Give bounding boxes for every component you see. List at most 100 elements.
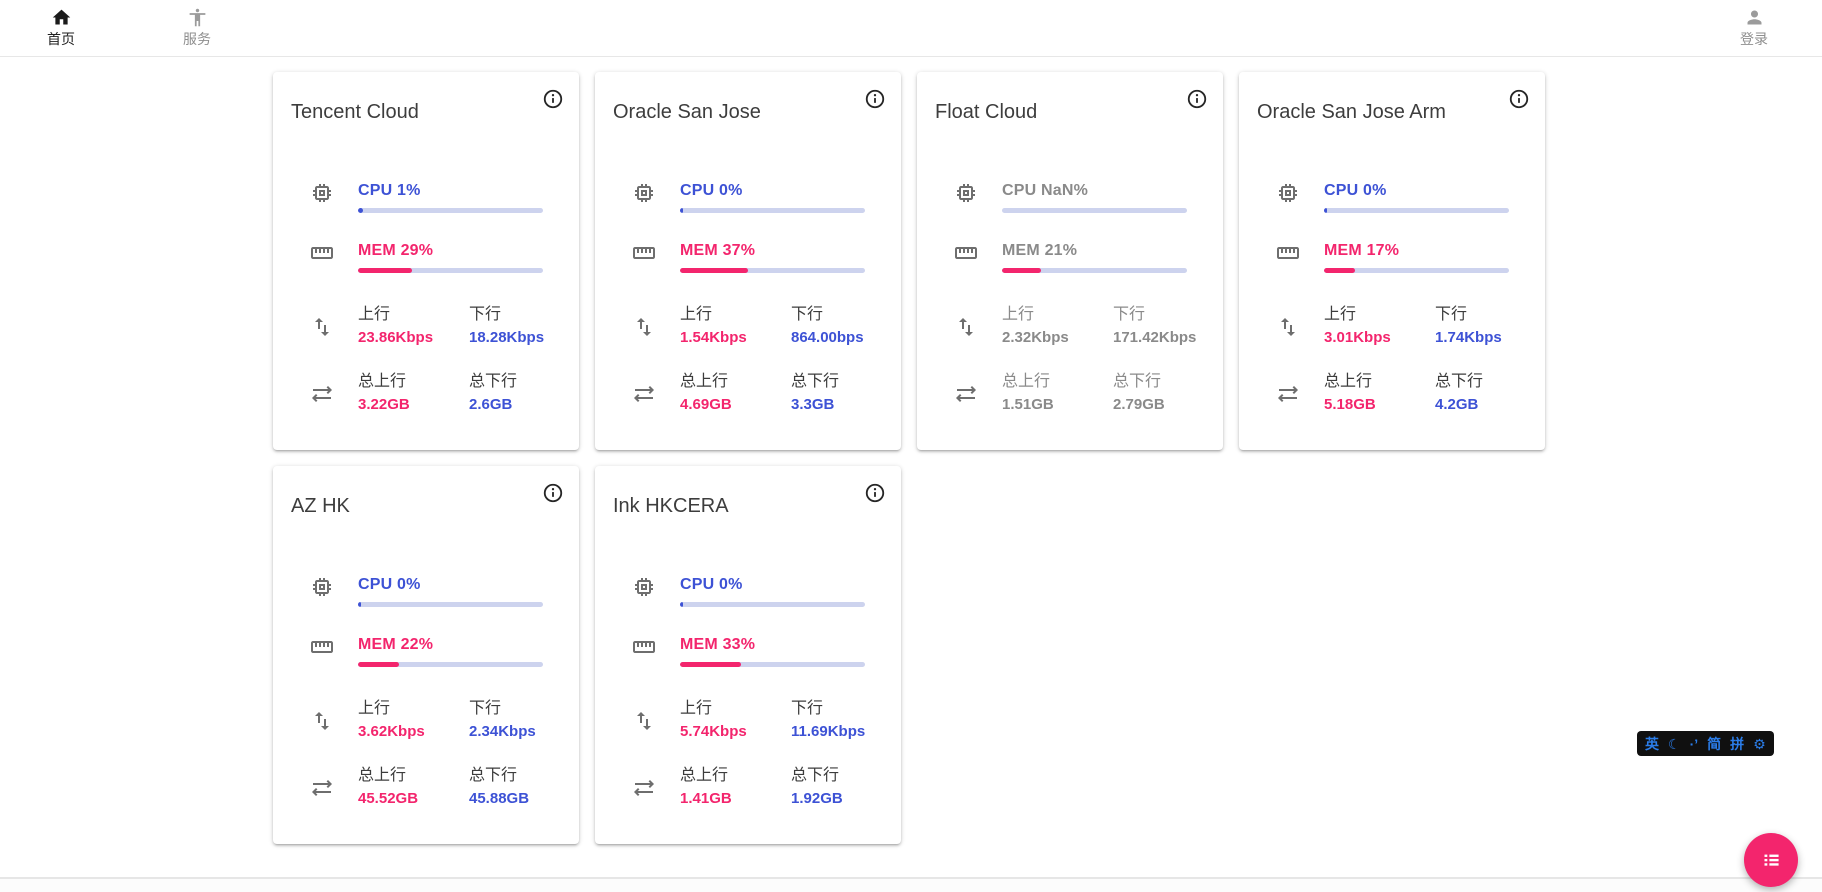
upload-speed-value: 3.62Kbps [358,723,425,740]
server-name: Oracle San Jose Arm [1257,101,1446,123]
download-speed-value: 18.28Kbps [469,329,545,346]
ime-toolbar: 英 ☾ ·’ 简拼 ⚙ [1637,731,1774,756]
download-label: 下行 [1113,306,1146,323]
download-speed-value: 864.00bps [791,329,864,346]
top-navbar: 首页 服务 登录 [0,0,1822,57]
mem-progress-bar [358,662,543,667]
server-metrics: CPU 1% MEM 29% 上行 [289,181,563,413]
info-icon [1186,89,1208,113]
speed-row: 上行 3.01Kbps 下行 1.74Kbps [1276,304,1529,346]
mem-progress-bar [680,268,865,273]
upload-label: 上行 [680,306,713,323]
speed-row: 上行 1.54Kbps 下行 864.00bps [632,304,885,346]
ime-settings-gear-icon[interactable]: ⚙ [1753,735,1766,752]
server-metrics: CPU NaN% MEM 21% 上行 [933,181,1207,413]
cpu-row: CPU 1% [310,181,563,213]
download-label: 下行 [791,306,824,323]
upload-label: 上行 [1002,306,1035,323]
download-speed-value: 11.69Kbps [791,723,866,740]
total-download-value: 2.79GB [1113,396,1165,413]
mem-progress-bar [1324,268,1509,273]
mem-usage-text: MEM 37% [680,242,756,259]
total-download-value: 4.2GB [1435,396,1479,413]
server-list-fab-button[interactable] [1744,833,1798,887]
info-icon [1508,89,1530,113]
info-icon-button[interactable] [542,482,564,504]
cpu-usage-text: CPU 0% [358,576,421,593]
ime-english-mode[interactable]: 英 [1645,735,1659,752]
cpu-chip-icon [310,181,334,205]
mem-progress-bar [1002,268,1187,273]
server-metrics: CPU 0% MEM 37% 上行 [611,181,885,413]
list-icon [1758,847,1784,873]
download-speed-value: 2.34Kbps [469,723,536,740]
total-upload-value: 5.18GB [1324,396,1376,413]
updown-arrows-icon [1276,315,1300,339]
total-download-label: 总下行 [1435,373,1484,390]
ime-simplified-chinese[interactable]: 简 [1707,735,1722,752]
swap-arrows-icon [632,776,656,800]
total-download-value: 2.6GB [469,396,513,413]
cpu-chip-icon [632,575,656,599]
server-name: Tencent Cloud [291,101,419,123]
nav-item-login[interactable]: 登录 [1731,7,1777,49]
server-card: Tencent Cloud CPU 1% [273,72,579,450]
total-upload-value: 1.51GB [1002,396,1054,413]
download-label: 下行 [469,306,502,323]
total-upload-value: 1.41GB [680,790,732,807]
server-name: Oracle San Jose [613,101,761,123]
cpu-chip-icon [954,181,978,205]
mem-usage-text: MEM 21% [1002,242,1078,259]
info-icon-button[interactable] [864,88,886,110]
total-download-label: 总下行 [469,767,518,784]
download-label: 下行 [791,700,824,717]
info-icon [864,89,886,113]
info-icon [864,483,886,507]
swap-arrows-icon [954,382,978,406]
info-icon-button[interactable] [542,88,564,110]
total-row: 总上行 1.51GB 总下行 2.79GB [954,371,1207,413]
server-card: Float Cloud CPU NaN% [917,72,1223,450]
total-upload-label: 总上行 [680,767,729,784]
mem-progress-bar [358,268,543,273]
nav-item-services[interactable]: 服务 [174,7,220,49]
server-card: AZ HK CPU 0% [273,466,579,844]
cpu-progress-bar [680,602,865,607]
info-icon-button[interactable] [1508,88,1530,110]
total-row: 总上行 4.69GB 总下行 3.3GB [632,371,885,413]
mem-row: MEM 37% [632,241,885,273]
info-icon-button[interactable] [864,482,886,504]
total-download-value: 45.88GB [469,790,530,807]
ime-fullwidth-moon-icon[interactable]: ☾ [1668,735,1681,752]
nav-item-home[interactable]: 首页 [38,7,84,49]
updown-arrows-icon [632,315,656,339]
upload-speed-value: 23.86Kbps [358,329,434,346]
info-icon-button[interactable] [1186,88,1208,110]
cpu-chip-icon [632,181,656,205]
total-upload-label: 总上行 [1324,373,1373,390]
updown-arrows-icon [632,709,656,733]
cpu-progress-bar [358,602,543,607]
total-row: 总上行 5.18GB 总下行 4.2GB [1276,371,1529,413]
swap-arrows-icon [310,776,334,800]
total-row: 总上行 3.22GB 总下行 2.6GB [310,371,563,413]
mem-usage-text: MEM 33% [680,636,756,653]
upload-speed-value: 5.74Kbps [680,723,747,740]
speed-row: 上行 23.86Kbps 下行 18.28Kbps [310,304,563,346]
ime-pinyin-scheme[interactable]: 拼 [1730,735,1745,752]
mem-row: MEM 33% [632,635,885,667]
server-name: Ink HKCERA [613,495,729,517]
server-card: Oracle San Jose Arm CPU 0% [1239,72,1545,450]
download-label: 下行 [469,700,502,717]
memory-ruler-icon [310,635,334,659]
cpu-row: CPU 0% [632,181,885,213]
nav-login-label: 登录 [1740,31,1768,47]
server-card: Oracle San Jose CPU 0% [595,72,901,450]
server-grid: Tencent Cloud CPU 1% [273,72,1545,844]
memory-ruler-icon [632,241,656,265]
memory-ruler-icon [954,241,978,265]
ime-punctuation-mode[interactable]: ·’ [1689,735,1699,752]
upload-label: 上行 [358,700,391,717]
upload-label: 上行 [1324,306,1357,323]
mem-usage-text: MEM 29% [358,242,434,259]
